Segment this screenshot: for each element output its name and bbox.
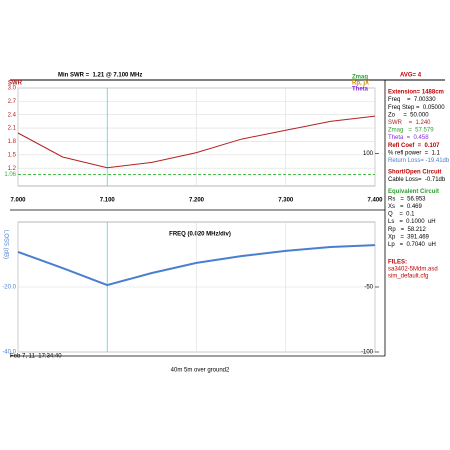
loss-axis-title: LOSS (dB) <box>2 230 8 259</box>
y-tick-label: 1.8 <box>8 139 17 145</box>
y-tick-label: 3.0 <box>8 86 17 92</box>
y-tick-label: 2.1 <box>8 126 17 132</box>
panel-line: Zo = 50.000 <box>388 112 429 118</box>
panel-line: Rs = 56.953 <box>388 196 426 202</box>
x-axis-label: FREQ (0.020 MHz/div) <box>169 232 231 238</box>
right-axis-label: Theta <box>352 87 369 93</box>
panel-line: Rp = 58.212 <box>388 227 427 233</box>
panel-line: Equivalent Circuit <box>388 189 439 195</box>
panel-line: Ls = 0.1000 uH <box>388 219 436 225</box>
reference-label: 1.06 <box>4 172 16 178</box>
panel-line: Theta = 0.458 <box>388 135 429 141</box>
x-tick-label: 7.100 <box>100 198 116 204</box>
file-name: sim_default.cfg <box>388 274 428 280</box>
panel-line: Cable Loss= -0.71db <box>388 177 446 183</box>
caption: 40m 5m over ground2 <box>171 368 230 374</box>
panel-line: Refl Coef = 0.107 <box>388 143 440 149</box>
panel-line: Extension= 1488cm <box>388 90 444 96</box>
panel-line: Xs = 0.469 <box>388 204 423 210</box>
y2-tick-label: 100 <box>363 151 374 157</box>
x-tick-label: 7.200 <box>189 198 205 204</box>
y2-tick-label: -50 <box>364 285 373 291</box>
y-tick-label: 1.5 <box>8 152 17 158</box>
y-tick-label: 2.4 <box>8 112 17 118</box>
right-axis-label: Rp, jX <box>352 81 369 87</box>
panel-line: Short/Open Circuit <box>388 170 441 176</box>
x-tick-label: 7.400 <box>367 198 383 204</box>
title: Min SWR = 1.21 @ 7.100 MHz <box>58 73 142 79</box>
timestamp: Feb 7, 11 17:34:40 <box>10 354 62 360</box>
panel-line: Q = 0.1 <box>388 212 415 218</box>
panel-line: Xp = 391.469 <box>388 234 430 240</box>
series-line <box>17 115 376 169</box>
avg: AVG= 4 <box>400 73 422 79</box>
x-tick-label: 7.000 <box>10 198 26 204</box>
legend-swr: SWR <box>8 81 23 87</box>
y2-tick-label: -100 <box>361 350 374 356</box>
panel-line: SWR = 1.240 <box>388 120 431 126</box>
x-tick-label: 7.300 <box>278 198 294 204</box>
y-tick-label: -20.0 <box>2 285 16 291</box>
y-tick-label: -40.0 <box>2 350 16 356</box>
panel-line: Zmag = 57.579 <box>388 128 434 134</box>
y-tick-label: 1.2 <box>8 166 17 172</box>
series-line <box>17 244 376 287</box>
files-title: FILES: <box>388 260 407 266</box>
panel-line: Freq = 7.00330 <box>388 97 436 103</box>
file-name: sa3402-5Mdm.asd <box>388 267 438 273</box>
panel-line: Freq Step = 0.05000 <box>388 105 445 111</box>
panel-line: Return Loss= -19.41db <box>388 158 450 164</box>
panel-line: Lp = 0.7040 uH <box>388 242 436 248</box>
panel-line: % refl power = 1.1 <box>388 150 441 156</box>
y-tick-label: 2.7 <box>8 99 17 105</box>
right-axis-label: Zmag <box>352 75 368 81</box>
